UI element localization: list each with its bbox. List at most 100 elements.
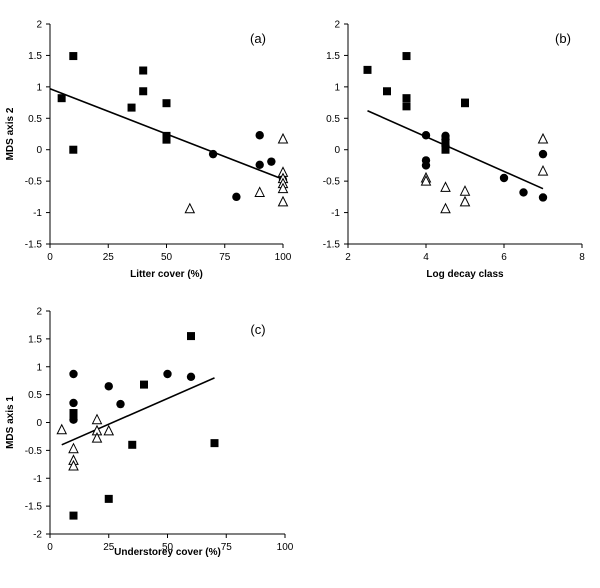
triangle-point [184, 202, 196, 214]
square-point [461, 99, 469, 108]
triangle-point [440, 202, 451, 214]
y-tick-label: 1 [334, 82, 340, 93]
y-tick-label: 2 [36, 20, 42, 31]
y-tick-label: 1.5 [326, 51, 340, 62]
circle-point [208, 149, 218, 159]
x-tick-label: 75 [219, 252, 231, 263]
y-tick-label: 1.5 [28, 51, 42, 62]
y-tick-label: 0 [334, 145, 340, 156]
square-point [187, 332, 195, 341]
square-point [402, 102, 411, 111]
circle-point [538, 149, 548, 159]
y-tick-label: -1 [331, 208, 340, 219]
chart-panel-b: 2 1.5 1 0.5 0 -0.5 -1 -1.5 2 4 6 8 Log decay class (b… [323, 20, 585, 281]
circle-point [69, 398, 78, 408]
square-point [69, 511, 78, 520]
square-point [139, 87, 148, 96]
triangle-point [440, 181, 451, 192]
circle-point [441, 141, 450, 151]
triangle-point [56, 423, 68, 435]
y-tick-label: -2 [33, 530, 42, 541]
y-tick-label: 2 [36, 307, 42, 318]
square-point [162, 99, 171, 108]
x-tick-label: 50 [162, 542, 174, 553]
triangle-point [91, 431, 103, 443]
triangle-point [420, 175, 432, 186]
y-tick-label: 0 [36, 418, 42, 429]
y-tick-label: -0.5 [25, 177, 43, 188]
triangle-point [254, 186, 266, 197]
panel-label: (c) [250, 322, 265, 337]
x-tick-label: 6 [501, 252, 507, 263]
y-tick-label: 0.5 [28, 114, 42, 125]
triangle-point [459, 195, 471, 207]
x-tick-label: 75 [221, 542, 233, 553]
y-tick-label: 1 [36, 82, 42, 93]
x-tick-label: 4 [423, 252, 429, 263]
y-tick-label: -1.5 [323, 240, 341, 251]
circle-point [232, 192, 241, 202]
triangle-point [537, 164, 549, 176]
circle-point [421, 131, 431, 140]
circle-point [104, 382, 113, 391]
trend-line [367, 110, 544, 190]
square-point [104, 494, 113, 503]
circle-point [519, 188, 528, 197]
y-tick-label: 2 [334, 20, 340, 31]
panel-label: (a) [250, 31, 266, 46]
x-axis-title: Log decay class [426, 269, 504, 280]
square-point [363, 65, 372, 74]
x-tick-label: 0 [47, 252, 53, 263]
square-point [69, 145, 78, 154]
chart-panel-c: 2 1.5 1 0.5 0 -0.5 -1 -1.5 -2 0 25 50 75 100 Understor… [5, 307, 294, 559]
triangle-point [537, 132, 549, 144]
triangle-point [277, 132, 289, 144]
circle-point [69, 369, 78, 379]
x-tick-label: 25 [103, 542, 115, 553]
circle-point [421, 161, 431, 170]
square-point [402, 94, 411, 103]
circle-point [499, 173, 509, 183]
triangle-point [91, 413, 103, 425]
x-tick-label: 50 [161, 252, 173, 263]
triangle-point [277, 182, 289, 194]
square-point [402, 52, 411, 61]
y-tick-label: -0.5 [323, 177, 341, 188]
x-axis-title: Litter cover (%) [130, 269, 203, 280]
y-tick-label: 0.5 [28, 390, 42, 401]
x-tick-label: 100 [275, 252, 292, 263]
triangle-point [68, 442, 79, 454]
y-tick-label: 1.5 [28, 334, 42, 345]
square-point [128, 440, 137, 449]
y-tick-label: -1 [33, 474, 42, 485]
square-point [383, 87, 391, 96]
circle-point [255, 131, 264, 140]
circle-point [255, 160, 264, 169]
y-axis-title: MDS axis 1 [5, 396, 16, 449]
circle-point [163, 369, 172, 379]
y-tick-label: -0.5 [25, 446, 43, 457]
triangle-point [68, 459, 79, 471]
trend-line [61, 377, 215, 446]
triangle-point [277, 195, 289, 207]
y-tick-label: -1.5 [25, 502, 43, 513]
circle-point [267, 157, 276, 166]
square-point [162, 135, 171, 144]
y-tick-label: -1 [33, 208, 42, 219]
square-point [140, 380, 148, 389]
square-point [210, 439, 219, 448]
square-point [69, 52, 78, 61]
y-tick-label: 0.5 [326, 114, 340, 125]
circle-point [116, 399, 125, 409]
triangle-point [103, 424, 115, 436]
square-point [127, 103, 136, 112]
y-tick-label: -1.5 [25, 240, 43, 251]
y-tick-label: 1 [36, 362, 42, 373]
circle-point [441, 135, 450, 144]
x-tick-label: 8 [579, 252, 585, 263]
panel-label: (b) [555, 31, 571, 46]
x-axis-title: Understorey cover (%) [114, 547, 221, 558]
x-tick-label: 0 [47, 542, 53, 553]
x-tick-label: 2 [345, 252, 351, 263]
